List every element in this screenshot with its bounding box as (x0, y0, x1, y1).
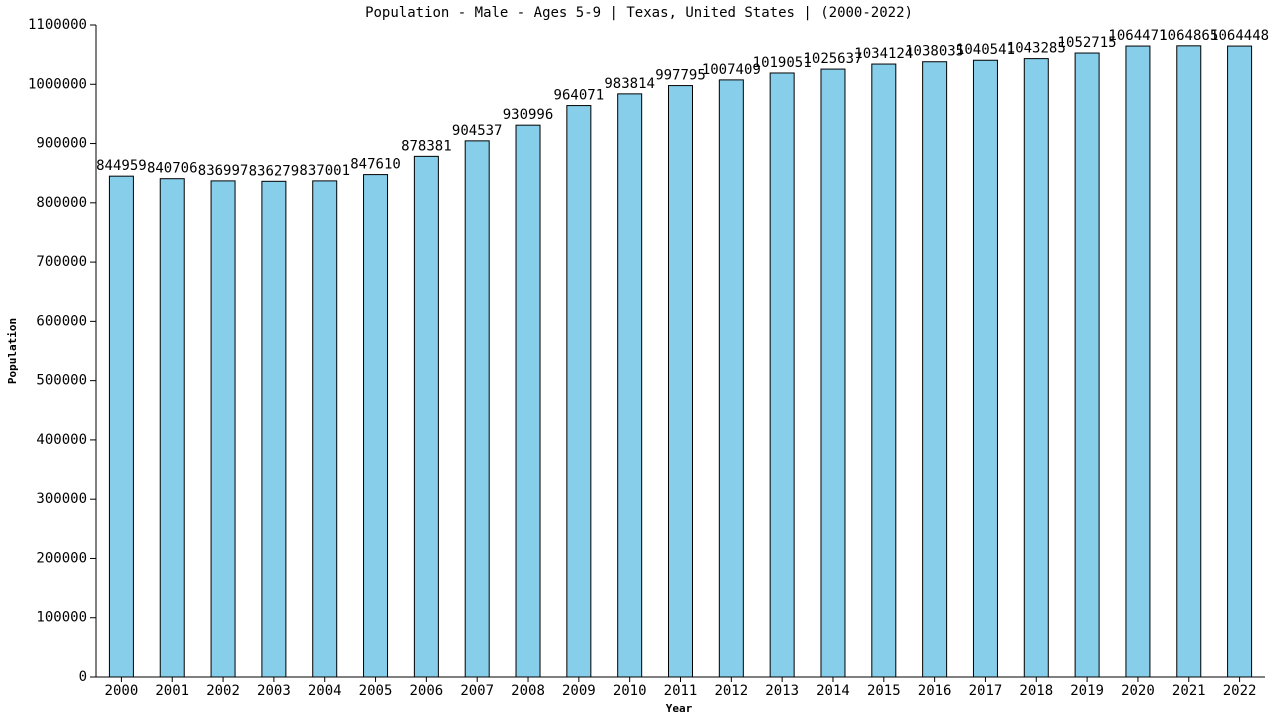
value-label: 1034124 (854, 46, 913, 62)
value-label: 1007409 (702, 62, 761, 78)
x-tick-label: 2007 (460, 683, 494, 699)
x-tick-label: 2001 (155, 683, 189, 699)
y-tick-label: 800000 (36, 195, 87, 211)
y-tick-label: 400000 (36, 432, 87, 448)
value-label: 1064471 (1108, 28, 1167, 44)
y-axis-label: Population (6, 318, 19, 384)
y-tick-label: 300000 (36, 491, 87, 507)
bar (1023, 58, 1049, 678)
y-tick-label: 200000 (36, 550, 87, 566)
x-tick-label: 2014 (816, 683, 850, 699)
bar (515, 124, 541, 678)
value-label: 964071 (554, 88, 605, 104)
bar (617, 93, 643, 678)
value-label: 840706 (147, 161, 198, 177)
x-tick-label: 2022 (1223, 683, 1257, 699)
value-label: 836279 (249, 163, 300, 179)
value-label: 1052715 (1058, 35, 1117, 51)
x-tick-label: 2020 (1121, 683, 1155, 699)
chart-title: Population - Male - Ages 5-9 | Texas, Un… (365, 5, 913, 21)
bar (413, 155, 439, 678)
x-tick-label: 2012 (714, 683, 748, 699)
y-tick-label: 600000 (36, 313, 87, 329)
x-tick-label: 2010 (613, 683, 647, 699)
x-tick-label: 2009 (562, 683, 596, 699)
x-tick-label: 2013 (765, 683, 799, 699)
bar (1176, 45, 1202, 678)
x-tick-label: 2017 (969, 683, 1003, 699)
value-label: 930996 (503, 107, 554, 123)
y-tick-label: 500000 (36, 373, 87, 389)
value-label: 844959 (96, 158, 147, 174)
value-label: 997795 (655, 68, 706, 84)
value-label: 836997 (198, 163, 249, 179)
bar (464, 140, 490, 678)
value-label: 1064865 (1159, 28, 1218, 44)
value-label: 1064448 (1210, 28, 1269, 44)
bar (108, 175, 134, 678)
x-tick-label: 2000 (105, 683, 139, 699)
bar (871, 63, 897, 678)
x-tick-label: 2008 (511, 683, 545, 699)
bar (820, 68, 846, 678)
x-tick-label: 2003 (257, 683, 291, 699)
value-label: 1038035 (905, 44, 964, 60)
bar (363, 174, 389, 678)
bar (210, 180, 236, 678)
y-tick-label: 100000 (36, 610, 87, 626)
x-tick-label: 2005 (359, 683, 393, 699)
x-tick-label: 2004 (308, 683, 342, 699)
value-label: 904537 (452, 123, 503, 139)
value-label: 1043285 (1007, 41, 1066, 57)
y-tick-label: 700000 (36, 254, 87, 270)
x-tick-label: 2018 (1019, 683, 1053, 699)
bar (1074, 52, 1100, 678)
x-tick-label: 2021 (1172, 683, 1206, 699)
value-label: 847610 (350, 157, 401, 173)
x-tick-label: 2006 (410, 683, 444, 699)
value-label: 983814 (604, 76, 655, 92)
bar (769, 72, 795, 678)
x-axis-label: Year (666, 702, 693, 715)
value-label: 1025637 (803, 51, 862, 67)
x-tick-label: 2015 (867, 683, 901, 699)
value-label: 1040541 (956, 42, 1015, 58)
bar (312, 180, 338, 678)
bar (1125, 45, 1151, 678)
bar (566, 105, 592, 678)
bar (159, 178, 185, 678)
x-tick-label: 2019 (1070, 683, 1104, 699)
bar (972, 59, 998, 678)
y-tick-label: 1100000 (28, 17, 87, 33)
y-tick-label: 0 (79, 669, 87, 685)
y-tick-label: 1000000 (28, 76, 87, 92)
bar (1227, 45, 1253, 678)
x-tick-label: 2016 (918, 683, 952, 699)
bar (261, 180, 287, 678)
value-label: 1019051 (753, 55, 812, 71)
x-tick-label: 2002 (206, 683, 240, 699)
bar (718, 79, 744, 678)
x-tick-label: 2011 (664, 683, 698, 699)
value-label: 878381 (401, 138, 452, 154)
y-tick-label: 900000 (36, 136, 87, 152)
value-label: 837001 (299, 163, 350, 179)
bar (922, 61, 948, 678)
bar (668, 85, 693, 678)
